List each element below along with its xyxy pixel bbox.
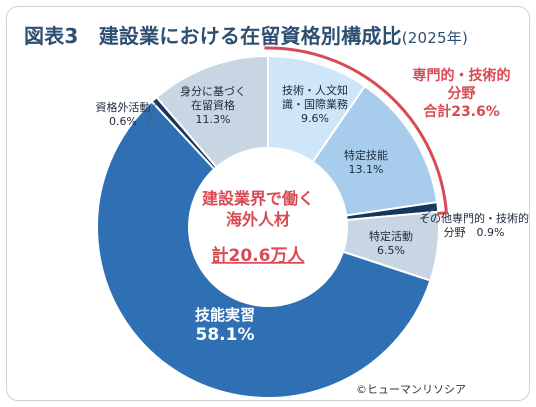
slice-label-2-line-1: 特定技能 xyxy=(344,148,388,162)
slice-label-4-line-1: 特定活動 xyxy=(369,229,413,243)
slice-label-7-line-1: 身分に基づく xyxy=(180,84,246,98)
callout-line1: 専門的・技術的 xyxy=(412,68,511,84)
slice-label-5-line-1: 技能実習 xyxy=(195,306,255,324)
title-year: (2025年) xyxy=(401,29,468,47)
slice-label-7-line-2: 在留資格 xyxy=(191,98,235,112)
callout-line3: 合計23.6% xyxy=(423,104,500,120)
slice-label-1-line-1: 技術・人文知 xyxy=(282,83,348,97)
center-line1: 建設業界で働く xyxy=(202,189,314,208)
slice-7 xyxy=(155,54,269,169)
callout-line2: 分野 xyxy=(447,86,476,102)
slice-label-2-line-2: 13.1% xyxy=(349,163,384,176)
callout-bracket-arc xyxy=(264,46,449,216)
slice-5 xyxy=(96,100,432,399)
slice-label-3-line-1: その他専門的・技術的 xyxy=(419,211,529,225)
slice-label-6-line-1: 資格外活動 xyxy=(96,100,151,114)
center-line2: 海外人材 xyxy=(226,210,290,229)
center-total: 計20.6万人 xyxy=(212,245,306,266)
title-main: 図表3 建設業における在留資格別構成比 xyxy=(24,24,402,48)
slice-label-1-line-2: 識・国際業務 xyxy=(282,97,348,111)
slice-label-3-line-2: 分野 0.9% xyxy=(444,226,505,239)
leader-line-other-professional xyxy=(421,206,436,220)
slice-label-1-line-3: 9.6% xyxy=(301,112,329,125)
slice-label-5-line-2: 58.1% xyxy=(196,325,255,345)
copyright-text: ©ヒューマンリソシア xyxy=(356,383,466,396)
slice-label-7-line-3: 11.3% xyxy=(196,113,231,126)
chart-title: 図表3 建設業における在留資格別構成比(2025年) xyxy=(24,20,468,49)
leader-line-non-status-activity xyxy=(147,101,157,125)
slice-label-4-line-2: 6.5% xyxy=(377,244,405,257)
slice-label-6-line-2: 0.6% xyxy=(109,115,137,128)
callout-label: 専門的・技術的 分野 合計23.6% xyxy=(404,67,519,121)
center-label: 建設業界で働く 海外人材 計20.6万人 xyxy=(202,189,314,266)
